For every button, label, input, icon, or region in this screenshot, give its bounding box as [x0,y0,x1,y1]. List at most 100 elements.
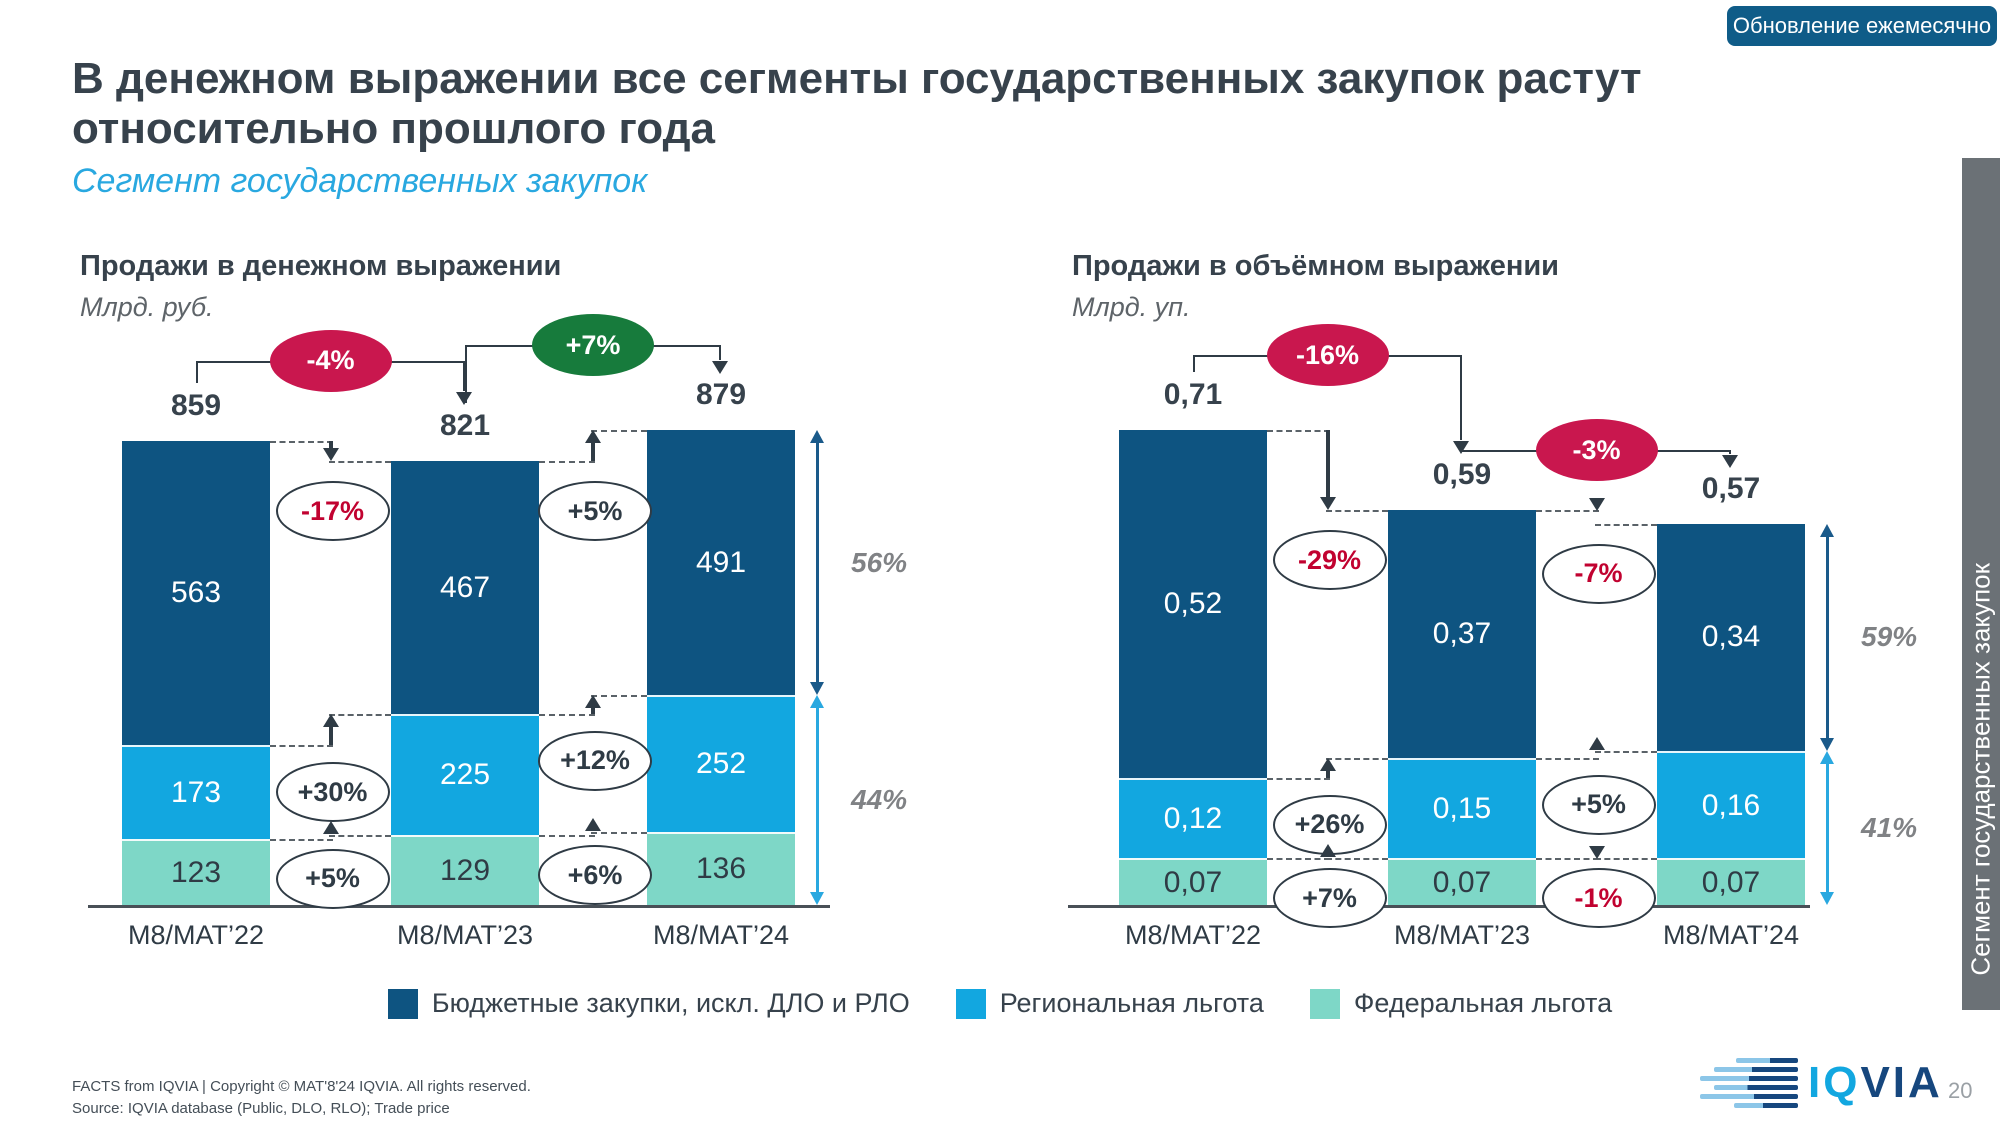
legend-item-budget: Бюджетные закупки, искл. ДЛО и РЛО [387,988,910,1019]
change-arrow-head [322,713,339,727]
money-chart-title: Продажи в денежном выражении [80,250,562,282]
legend-label: Бюджетные закупки, искл. ДЛО и РЛО [431,988,910,1018]
change-arrow [1325,769,1330,778]
segment-change-oval: +5% [275,848,390,909]
regional-segment: 0,12 [1119,777,1267,859]
dashed-connector [591,831,647,834]
federal-segment: 136 [647,831,795,905]
federal-segment: 0,07 [1657,858,1805,905]
change-arrow-head [1319,497,1336,511]
segment-change-oval: -1% [1541,868,1656,929]
logo-stripe [1700,1076,1798,1081]
segment-change-oval: -17% [275,481,390,542]
bracket-line [1729,450,1731,454]
side-tab-label: Сегмент государственных закупок [1965,563,1996,976]
legend-item-regional: Региональная льгота [955,988,1264,1019]
logo-stripe [1714,1085,1798,1090]
dashed-connector [1536,510,1599,513]
share-arrow [815,706,819,894]
slide-subtitle: Сегмент государственных закупок [72,162,648,200]
segment-change-oval: -7% [1541,543,1656,604]
budget-segment: 491 [647,430,795,696]
share-arrow-head [809,430,824,443]
segment-change-oval: +7% [1272,868,1387,929]
regional-swatch [955,988,986,1019]
category-label: M8/MAT’22 [127,920,265,950]
footer-copyright: FACTS from IQVIA | Copyright © MAT'8'24 … [72,1078,531,1095]
legend-item-federal: Федеральная льгота [1309,988,1613,1019]
budget-swatch [387,988,418,1019]
category-label: M8/MAT’23 [396,920,534,950]
share-arrow [1825,534,1829,741]
category-label: M8/MAT’22 [1124,920,1262,950]
dashed-connector [328,713,391,716]
dashed-connector [591,430,647,432]
change-arrow [328,725,333,746]
change-arrow-head [1588,737,1605,751]
logo-stripe [1700,1094,1798,1099]
total-value-label: 879 [695,378,747,411]
x-axis-line [1068,905,1810,908]
total-change-oval: -4% [269,329,392,392]
change-arrow-head [1588,498,1605,512]
bracket-line [463,360,465,392]
bracket-arrow-head [1453,441,1469,455]
money-stacked-bar-chart: 123 173 563 859 M8/MAT’22 129 225 467 821 M8/MAT’… [88,270,907,990]
regional-segment: 0,15 [1388,757,1536,859]
dashed-connector [1594,751,1657,754]
category-label: M8/MAT’23 [1393,920,1531,950]
regional-segment: 225 [391,713,539,836]
category-label: M8/MAT’24 [1662,920,1800,950]
dashed-connector [539,461,595,464]
dashed-connector [328,835,391,838]
total-value-label: 0,57 [1701,471,1761,505]
total-change-oval: -3% [1535,419,1658,482]
bracket-line [719,345,721,360]
share-arrow-head [1819,892,1834,905]
update-frequency-badge: Обновление ежемесячно [1727,6,1997,46]
logo-iq: IQ [1808,1058,1861,1107]
change-arrow-head [322,821,339,835]
share-percent-label: 41% [1861,812,1918,844]
share-arrow [1825,762,1829,894]
federal-segment: 0,07 [1119,858,1267,905]
iqvia-logo-wordmark: IQVIA [1808,1058,1943,1108]
chart-legend: Бюджетные закупки, искл. ДЛО и РЛО Регио… [0,988,2000,1019]
segment-change-oval: +30% [275,762,390,823]
logo-stripe [1714,1067,1798,1072]
change-arrow-head [1319,757,1336,771]
change-arrow [591,707,595,714]
bracket-arrow-head [456,392,472,406]
change-arrow-head [585,817,601,831]
total-value-label: 859 [170,388,222,422]
dashed-connector [1325,510,1388,513]
total-change-oval: +7% [532,314,654,376]
share-percent-label: 44% [851,784,908,816]
dashed-connector [1594,858,1657,861]
change-arrow [1325,430,1330,499]
dashed-connector [1536,757,1599,760]
side-tab: Сегмент государственных закупок [1962,158,2000,1010]
dashed-connector [539,835,595,838]
segment-change-oval: +5% [538,481,652,542]
dashed-connector [1267,430,1330,432]
bracket-arrow-head [712,361,728,374]
share-arrow [815,441,819,685]
share-arrow-head [809,695,824,709]
share-arrow-head [809,682,824,696]
iqvia-logo: IQVIA [1700,1058,1943,1108]
change-arrow-head [1588,846,1605,860]
x-axis-line [88,905,830,908]
budget-segment: 0,37 [1388,510,1536,758]
footer-source: Source: IQVIA database (Public, DLO, RLO… [72,1100,450,1117]
federal-segment: 129 [391,835,539,905]
change-arrow-head [585,430,601,443]
change-arrow-head [1319,844,1336,858]
share-arrow-head [809,892,824,905]
legend-label: Федеральная льгота [1353,988,1613,1018]
total-change-oval: -16% [1266,324,1389,386]
dashed-connector [1267,777,1330,780]
federal-segment: 0,07 [1388,858,1536,905]
dashed-connector [539,713,595,716]
dashed-connector [270,440,333,443]
